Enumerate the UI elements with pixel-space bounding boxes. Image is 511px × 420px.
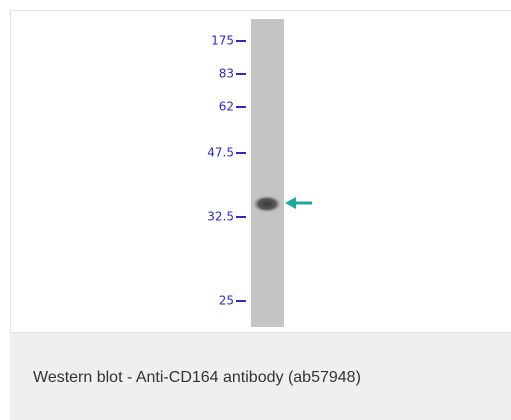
arrow bbox=[285, 197, 312, 209]
page: 175 83 62 47.5 32.5 25 Western blot - Anti-CD… bbox=[0, 0, 511, 420]
marker-label: 32.5 bbox=[207, 210, 234, 224]
gel-lane bbox=[251, 19, 284, 327]
marker-label: 25 bbox=[219, 294, 234, 308]
band bbox=[252, 195, 282, 213]
caption: Western blot - Anti-CD164 antibody (ab57… bbox=[33, 369, 361, 387]
blot-image: 175 83 62 47.5 32.5 25 bbox=[10, 10, 511, 333]
marker-label: 47.5 bbox=[207, 146, 234, 160]
caption-box: Western blot - Anti-CD164 antibody (ab57… bbox=[10, 333, 511, 420]
marker-label: 175 bbox=[211, 34, 234, 48]
blot-svg: 175 83 62 47.5 32.5 25 bbox=[11, 11, 510, 332]
marker-label: 62 bbox=[219, 100, 234, 114]
marker-label: 83 bbox=[219, 67, 234, 81]
